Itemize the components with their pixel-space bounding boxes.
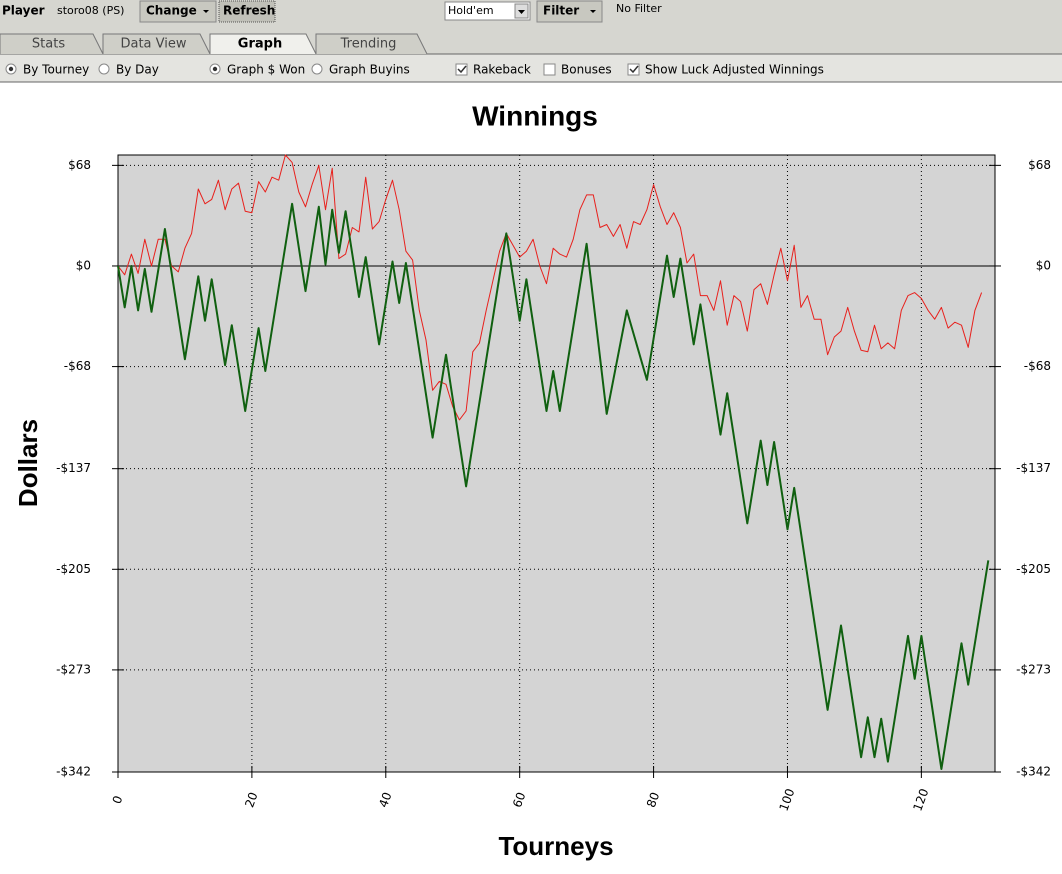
y-tick-label: -$137 <box>56 461 91 475</box>
option-label: Rakeback <box>473 63 531 77</box>
options-bg <box>0 54 1062 82</box>
dropdown-arrow <box>518 10 525 14</box>
radio-dot <box>212 66 218 72</box>
y-tick-label: $0 <box>76 258 91 272</box>
checkbox[interactable] <box>455 63 468 76</box>
y2-tick-label: -$137 <box>1016 461 1051 475</box>
x-tick-label: 40 <box>376 790 394 809</box>
y-tick-label: -$205 <box>56 562 91 576</box>
y-tick-label: -$68 <box>64 359 91 373</box>
y-tick-label: $68 <box>68 158 91 172</box>
x-tick-label: 100 <box>777 787 798 813</box>
option-label: Graph Buyins <box>329 63 410 77</box>
x-tick-label: 20 <box>242 790 260 809</box>
x-axis-title: Tourneys <box>498 831 613 861</box>
option-label: By Tourney <box>23 63 89 77</box>
option-label: Bonuses <box>561 63 612 77</box>
radio-button[interactable] <box>98 63 110 75</box>
tab-label: Stats <box>32 37 65 52</box>
game-select[interactable] <box>444 1 531 21</box>
checkbox[interactable] <box>543 63 556 76</box>
y2-tick-label: -$342 <box>1016 765 1051 779</box>
x-tick-label: 80 <box>644 790 662 809</box>
filter-label: Filter <box>543 4 579 18</box>
tab[interactable] <box>315 33 428 55</box>
refresh-button[interactable] <box>218 0 276 23</box>
player-name: storo08 (PS) <box>57 4 124 17</box>
player-label: Player <box>2 4 45 18</box>
tab[interactable] <box>102 33 211 55</box>
radio-dot <box>8 66 14 72</box>
change-label: Change <box>146 4 197 18</box>
checkbox[interactable] <box>627 63 640 76</box>
dropdown-arrow <box>203 10 209 13</box>
x-tick-label: 60 <box>510 790 528 809</box>
x-tick-label: 0 <box>110 794 126 806</box>
chart-title: Winnings <box>472 100 598 131</box>
filter-status: No Filter <box>616 2 662 15</box>
y2-tick-label: -$273 <box>1016 662 1051 676</box>
y2-tick-label: -$68 <box>1024 359 1051 373</box>
option-label: By Day <box>116 63 159 77</box>
series-line <box>117 154 983 421</box>
tab-label: Trending <box>340 37 397 52</box>
radio-button[interactable] <box>311 63 323 75</box>
check-mark <box>457 65 467 74</box>
y-axis-title: Dollars <box>13 419 43 507</box>
dropdown-arrow <box>590 10 596 13</box>
series-line <box>117 202 990 770</box>
y-tick-label: -$273 <box>56 662 91 676</box>
check-mark <box>629 65 639 74</box>
y2-tick-label: $68 <box>1028 158 1051 172</box>
x-tick-label: 120 <box>910 787 931 813</box>
change-button[interactable] <box>139 0 217 23</box>
y2-tick-label: $0 <box>1036 258 1051 272</box>
tab-label: Data View <box>120 37 186 52</box>
plot-area <box>117 154 996 773</box>
option-label: Graph $ Won <box>227 63 305 77</box>
game-value: Hold'em <box>448 4 494 17</box>
tab[interactable] <box>0 33 104 55</box>
tab[interactable] <box>209 33 317 55</box>
y-tick-label: -$342 <box>56 765 91 779</box>
refresh-label: Refresh <box>223 4 275 18</box>
y2-tick-label: -$205 <box>1016 562 1051 576</box>
filter-button[interactable] <box>536 0 603 23</box>
tab-label: Graph <box>238 37 282 52</box>
option-label: Show Luck Adjusted Winnings <box>645 63 824 77</box>
